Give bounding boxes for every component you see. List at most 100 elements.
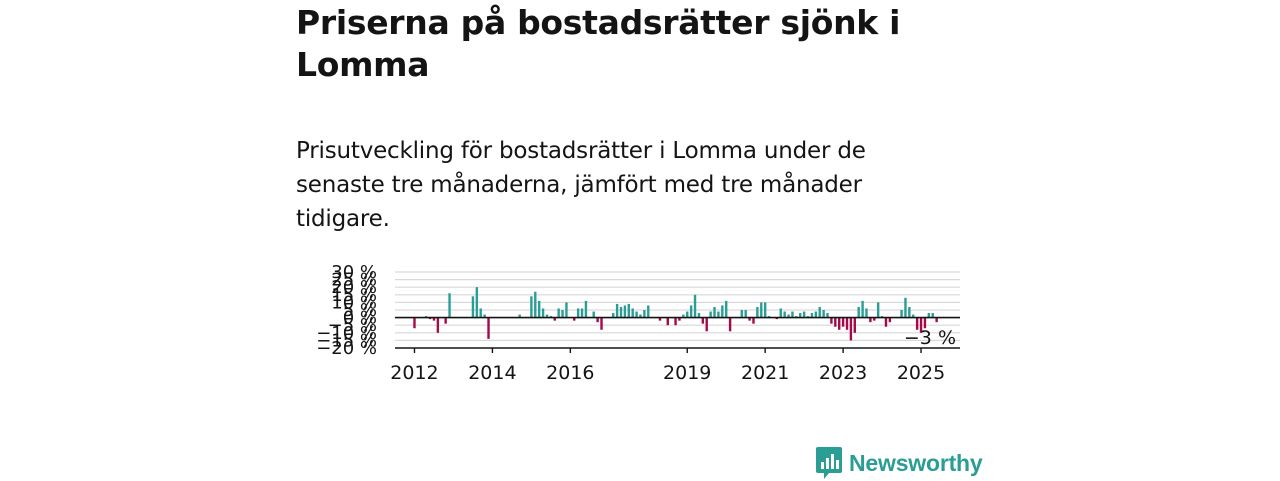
bar xyxy=(760,302,763,318)
bar xyxy=(861,300,864,318)
bar xyxy=(912,314,915,318)
bar xyxy=(869,317,872,323)
bar xyxy=(814,311,818,318)
bar xyxy=(479,308,482,318)
bar xyxy=(822,310,825,318)
x-tick-label: 2025 xyxy=(897,362,945,384)
bar xyxy=(826,313,829,318)
bar xyxy=(713,306,716,318)
bar xyxy=(841,317,845,327)
x-axis-tick-labels: 2012 2014 2016 2019 2021 2023 2025 xyxy=(390,348,945,384)
y-tick-label: 5 % xyxy=(343,300,377,321)
bar xyxy=(853,317,856,333)
bar xyxy=(830,317,833,324)
bar xyxy=(545,314,549,318)
bar xyxy=(873,317,876,321)
bar xyxy=(756,306,759,318)
bar xyxy=(834,317,837,327)
bar xyxy=(810,313,814,318)
y-tick-label: 30 % xyxy=(331,262,377,283)
bar xyxy=(666,317,669,326)
y-tick-label: 20 % xyxy=(331,277,377,298)
bar xyxy=(635,311,638,318)
bar xyxy=(744,310,747,318)
bar xyxy=(931,313,934,318)
grid-lines xyxy=(395,271,960,341)
bar xyxy=(580,308,584,318)
y-tick-label: −10 % xyxy=(316,323,377,344)
y-tick-label: 15 % xyxy=(331,285,377,306)
bars xyxy=(413,287,938,341)
bar xyxy=(689,305,693,318)
y-tick-label: −20 % xyxy=(316,338,377,359)
bar xyxy=(740,310,743,318)
bar xyxy=(721,305,724,318)
bar xyxy=(919,317,923,333)
bar xyxy=(541,308,545,318)
bar xyxy=(518,314,521,318)
bar xyxy=(674,317,677,326)
bar xyxy=(553,317,556,321)
bar xyxy=(615,303,619,318)
newsworthy-logo-icon xyxy=(816,447,842,479)
bar xyxy=(783,311,786,318)
bar xyxy=(802,311,806,318)
bar xyxy=(779,308,782,318)
bar xyxy=(678,317,681,321)
bar xyxy=(658,317,662,321)
bar xyxy=(900,310,903,318)
bar xyxy=(596,317,599,323)
bar xyxy=(791,311,794,318)
bar xyxy=(728,317,732,332)
bar xyxy=(612,313,615,318)
bar xyxy=(576,308,580,318)
newsworthy-logo-text: Newsworthy xyxy=(849,449,983,476)
bar xyxy=(631,308,634,318)
bar xyxy=(682,314,685,318)
bar xyxy=(838,317,841,330)
y-axis-tick-labels: 30 %25 %20 %15 %10 %5 %0 %−5 %−10 %−15 %… xyxy=(316,262,377,359)
newsworthy-logo: Newsworthy xyxy=(815,445,983,481)
bar xyxy=(915,317,919,330)
bar xyxy=(432,317,436,321)
bar xyxy=(592,311,595,318)
axes xyxy=(395,316,960,349)
bar xyxy=(935,317,938,323)
bar xyxy=(530,296,533,318)
bar xyxy=(565,302,568,318)
y-tick-label: −15 % xyxy=(316,330,377,351)
bar xyxy=(799,313,802,318)
bar xyxy=(623,305,627,318)
bar xyxy=(701,317,705,324)
bar xyxy=(483,314,486,318)
bar xyxy=(686,311,689,318)
y-tick-label: 0 % xyxy=(343,308,377,329)
bar xyxy=(705,317,708,332)
bar xyxy=(927,313,931,318)
bar xyxy=(647,305,650,318)
x-tick-label: 2016 xyxy=(546,362,594,384)
bar xyxy=(904,297,907,318)
bar xyxy=(888,317,892,323)
bar xyxy=(857,306,860,318)
bar xyxy=(717,311,720,318)
bar xyxy=(627,303,630,318)
bar xyxy=(444,317,447,324)
bar xyxy=(475,287,479,318)
x-tick-label: 2023 xyxy=(819,362,867,384)
bar xyxy=(471,296,475,318)
bar xyxy=(639,314,642,318)
bar xyxy=(876,302,880,318)
bar xyxy=(923,317,927,329)
bar xyxy=(849,317,853,341)
bar xyxy=(818,306,821,318)
y-tick-label: 10 % xyxy=(331,292,377,313)
y-tick-label: −5 % xyxy=(328,315,377,336)
bar xyxy=(600,317,603,330)
bar xyxy=(448,293,451,318)
bar xyxy=(534,291,537,318)
bar xyxy=(725,300,728,318)
bar xyxy=(865,308,868,318)
x-tick-label: 2014 xyxy=(468,362,516,384)
bar xyxy=(619,306,623,318)
